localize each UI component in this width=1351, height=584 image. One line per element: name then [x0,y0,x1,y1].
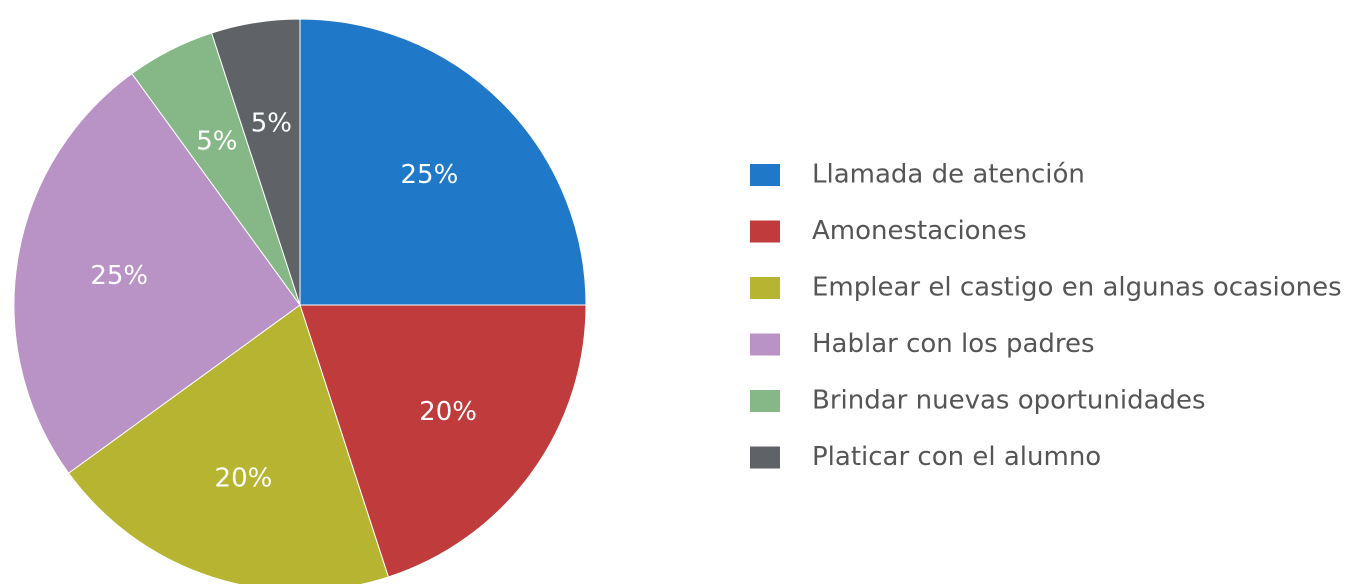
legend-label: Brindar nuevas oportunidades [812,386,1206,416]
legend-label: Hablar con los padres [812,329,1095,359]
value-label: 5% [251,109,292,139]
legend-swatch [750,390,780,412]
legend-swatch [750,446,780,469]
value-label: 5% [196,126,237,156]
legend-label: Amonestaciones [812,216,1027,246]
pie-slice [210,18,301,306]
pie-slice [299,18,587,306]
legend-label: Platicar con el alumno [812,442,1101,472]
legend-swatch [750,220,780,243]
value-label: 20% [215,464,273,494]
legend-swatch [750,277,780,299]
legend-swatch [750,164,780,186]
legend-swatch [750,333,780,356]
pie-slice [13,72,301,474]
pie-slice [299,304,587,578]
value-label: 25% [401,160,459,190]
pie-slice [67,304,390,584]
legend-label: Emplear el castigo en algunas ocasiones [812,273,1342,303]
legend-label: Llamada de atención [812,160,1085,190]
value-label: 20% [419,397,477,427]
value-label: 25% [90,261,148,291]
